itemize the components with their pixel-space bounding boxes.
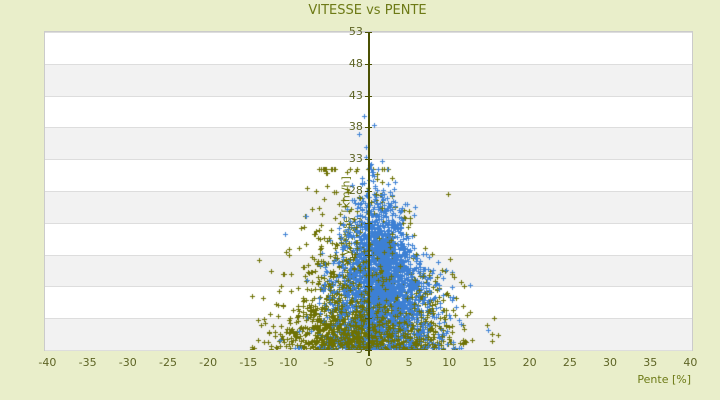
zero-axis-tick xyxy=(365,318,372,319)
zero-axis-tick xyxy=(365,32,372,33)
x-tick-label: 40 xyxy=(683,356,698,369)
x-tick-label: -15 xyxy=(239,356,258,369)
zero-axis-tick xyxy=(365,350,372,351)
zero-axis-tick xyxy=(365,127,372,128)
zero-axis-tick xyxy=(365,159,372,160)
zero-axis-tick xyxy=(365,223,372,224)
chart-title: VITESSE vs PENTE xyxy=(308,3,427,18)
x-tick-label: 10 xyxy=(442,356,457,369)
x-axis-title: Pente [%] xyxy=(637,373,691,386)
x-tick-label: -25 xyxy=(158,356,177,369)
zero-axis-line xyxy=(368,32,370,356)
x-tick-label: 5 xyxy=(405,356,413,369)
x-tick-label: -20 xyxy=(199,356,218,369)
x-tick-label: 20 xyxy=(522,356,537,369)
x-tick-label: 35 xyxy=(643,356,658,369)
x-tick-label: 25 xyxy=(562,356,577,369)
x-tick-label: -30 xyxy=(118,356,137,369)
zero-axis-tick xyxy=(365,96,372,97)
zero-axis-tick xyxy=(365,64,372,65)
zero-axis-tick xyxy=(365,191,372,192)
x-tick-label: -40 xyxy=(38,356,57,369)
zero-axis-tick xyxy=(365,286,372,287)
plot-area: 53484338332823181383Vitesse [km/h] xyxy=(44,26,693,356)
x-tick-label: 0 xyxy=(365,356,373,369)
zero-axis-tick xyxy=(365,255,372,256)
x-tick-label: 15 xyxy=(482,356,497,369)
x-tick-label: 30 xyxy=(603,356,618,369)
x-tick-label: -5 xyxy=(323,356,335,369)
x-tick-label: -35 xyxy=(78,356,97,369)
x-tick-label: -10 xyxy=(279,356,298,369)
